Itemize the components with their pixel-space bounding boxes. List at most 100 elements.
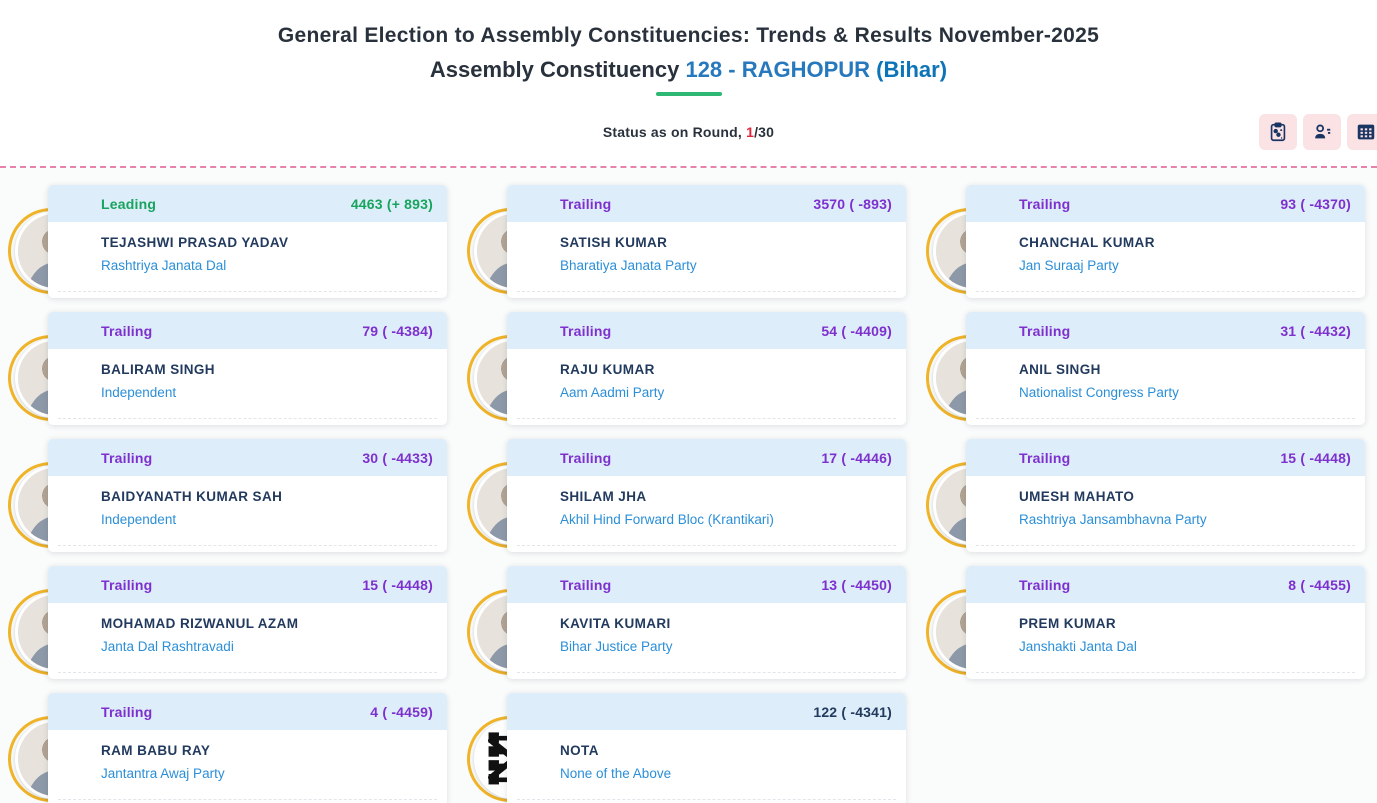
card-status-strip: 122 ( -4341) xyxy=(507,693,906,730)
table-grid-icon[interactable] xyxy=(1347,114,1377,150)
candidate-cell: Trailing 93 ( -4370) CHANCHAL KUMAR Jan … xyxy=(918,185,1377,298)
page-title: General Election to Assembly Constituenc… xyxy=(277,24,1100,47)
candidate-card: 122 ( -4341) NOTA None of the Above xyxy=(507,693,906,803)
subtitle-prefix: Assembly Constituency xyxy=(429,57,680,82)
candidate-card: Trailing 3570 ( -893) SATISH KUMAR Bhara… xyxy=(507,185,906,298)
status-badge: Trailing xyxy=(560,576,612,593)
constituency-number: 128 - RAGHOPUR xyxy=(685,57,871,82)
dashed-separator xyxy=(0,166,1377,168)
candidate-card: Trailing 30 ( -4433) BAIDYANATH KUMAR SA… xyxy=(48,439,447,552)
vote-count: 93 ( -4370) xyxy=(1280,195,1351,212)
vote-count: 31 ( -4432) xyxy=(1280,322,1351,339)
vote-count: 30 ( -4433) xyxy=(362,449,433,466)
status-badge: Trailing xyxy=(1019,576,1071,593)
vote-count: 15 ( -4448) xyxy=(1280,449,1351,466)
candidate-name: RAJU KUMAR xyxy=(560,362,655,377)
status-badge: Trailing xyxy=(1019,322,1071,339)
round-status: Status as on Round, 1/30 xyxy=(0,124,1377,140)
candidate-party: Rashtriya Janata Dal xyxy=(101,258,227,273)
candidate-party: Janshakti Janta Dal xyxy=(1019,639,1137,654)
candidate-cell: Trailing 8 ( -4455) PREM KUMAR Janshakti… xyxy=(918,566,1377,679)
candidate-name: ANIL SINGH xyxy=(1019,362,1101,377)
vote-count: 122 ( -4341) xyxy=(813,703,892,720)
candidate-cell: Trailing 3570 ( -893) SATISH KUMAR Bhara… xyxy=(459,185,918,298)
vote-count: 8 ( -4455) xyxy=(1288,576,1351,593)
card-body: RAM BABU RAY Jantantra Awaj Party xyxy=(48,730,447,781)
candidate-card: Trailing 13 ( -4450) KAVITA KUMARI Bihar… xyxy=(507,566,906,679)
vote-count: 3570 ( -893) xyxy=(813,195,892,212)
card-body: SHILAM JHA Akhil Hind Forward Bloc (Kran… xyxy=(507,476,906,527)
candidate-party: Bharatiya Janata Party xyxy=(560,258,697,273)
status-badge: Trailing xyxy=(560,449,612,466)
candidate-party: Independent xyxy=(101,512,177,527)
status-badge: Trailing xyxy=(101,703,153,720)
candidate-card: Trailing 15 ( -4448) MOHAMAD RIZWANUL AZ… xyxy=(48,566,447,679)
candidate-list-icon[interactable] xyxy=(1303,114,1341,150)
card-status-strip: Trailing 79 ( -4384) xyxy=(48,312,447,349)
candidate-cell: Leading 4463 (+ 893) TEJASHWI PRASAD YAD… xyxy=(0,185,459,298)
status-badge: Trailing xyxy=(1019,195,1071,212)
candidate-party: Jantantra Awaj Party xyxy=(101,766,225,781)
card-body: SATISH KUMAR Bharatiya Janata Party xyxy=(507,222,906,273)
constituency-subtitle: Assembly Constituency 128 - RAGHOPUR (Bi… xyxy=(0,57,1377,83)
card-status-strip: Trailing 15 ( -4448) xyxy=(48,566,447,603)
candidate-party: Independent xyxy=(101,385,177,400)
round-status-label: Status as on Round, xyxy=(602,124,742,140)
round-current: 1 xyxy=(746,124,755,140)
candidate-party: Jan Suraaj Party xyxy=(1019,258,1119,273)
card-status-strip: Trailing 13 ( -4450) xyxy=(507,566,906,603)
card-body: UMESH MAHATO Rashtriya Jansambhavna Part… xyxy=(966,476,1365,527)
candidate-name: SATISH KUMAR xyxy=(560,235,668,250)
candidate-cell: Trailing 79 ( -4384) BALIRAM SINGH Indep… xyxy=(0,312,459,425)
candidate-cell: 122 ( -4341) NOTA None of the Above xyxy=(459,693,918,803)
page-header: General Election to Assembly Constituenc… xyxy=(0,0,1377,96)
card-status-strip: Trailing 8 ( -4455) xyxy=(966,566,1365,603)
candidate-cell: Trailing 15 ( -4448) MOHAMAD RIZWANUL AZ… xyxy=(0,566,459,679)
candidate-cell: Trailing 15 ( -4448) UMESH MAHATO Rashtr… xyxy=(918,439,1377,552)
candidate-party: None of the Above xyxy=(560,766,672,781)
vote-count: 79 ( -4384) xyxy=(362,322,433,339)
candidate-card: Trailing 8 ( -4455) PREM KUMAR Janshakti… xyxy=(966,566,1365,679)
candidate-cell: Trailing 31 ( -4432) ANIL SINGH National… xyxy=(918,312,1377,425)
card-body: NOTA None of the Above xyxy=(507,730,906,781)
card-status-strip: Trailing 15 ( -4448) xyxy=(966,439,1365,476)
card-body: BALIRAM SINGH Independent xyxy=(48,349,447,400)
status-badge: Trailing xyxy=(1019,449,1071,466)
subtitle-underline xyxy=(655,92,722,96)
candidate-card: Leading 4463 (+ 893) TEJASHWI PRASAD YAD… xyxy=(48,185,447,298)
card-body: CHANCHAL KUMAR Jan Suraaj Party xyxy=(966,222,1365,273)
status-badge: Trailing xyxy=(101,322,153,339)
vote-count: 15 ( -4448) xyxy=(362,576,433,593)
card-status-strip: Trailing 31 ( -4432) xyxy=(966,312,1365,349)
candidate-card: Trailing 54 ( -4409) RAJU KUMAR Aam Aadm… xyxy=(507,312,906,425)
card-body: BAIDYANATH KUMAR SAH Independent xyxy=(48,476,447,527)
candidate-party: Bihar Justice Party xyxy=(560,639,673,654)
status-badge: Trailing xyxy=(101,449,153,466)
candidate-cell: Trailing 30 ( -4433) BAIDYANATH KUMAR SA… xyxy=(0,439,459,552)
candidate-name: BAIDYANATH KUMAR SAH xyxy=(101,489,283,504)
candidate-name: TEJASHWI PRASAD YADAV xyxy=(101,235,289,250)
candidate-card: Trailing 79 ( -4384) BALIRAM SINGH Indep… xyxy=(48,312,447,425)
status-badge: Leading xyxy=(101,195,157,212)
candidate-cell: Trailing 4 ( -4459) RAM BABU RAY Jantant… xyxy=(0,693,459,803)
candidate-card: Trailing 31 ( -4432) ANIL SINGH National… xyxy=(966,312,1365,425)
candidate-party: Akhil Hind Forward Bloc (Krantikari) xyxy=(560,512,774,527)
vote-count: 54 ( -4409) xyxy=(821,322,892,339)
candidate-card: Trailing 4 ( -4459) RAM BABU RAY Jantant… xyxy=(48,693,447,803)
card-body: ANIL SINGH Nationalist Congress Party xyxy=(966,349,1365,400)
card-body: RAJU KUMAR Aam Aadmi Party xyxy=(507,349,906,400)
card-body: PREM KUMAR Janshakti Janta Dal xyxy=(966,603,1365,654)
status-badge: Trailing xyxy=(560,195,612,212)
candidate-card: Trailing 17 ( -4446) SHILAM JHA Akhil Hi… xyxy=(507,439,906,552)
vote-count: 4463 (+ 893) xyxy=(350,195,433,212)
candidate-name: UMESH MAHATO xyxy=(1019,489,1135,504)
card-body: TEJASHWI PRASAD YADAV Rashtriya Janata D… xyxy=(48,222,447,273)
status-badge: Trailing xyxy=(560,322,612,339)
clipboard-votes-icon[interactable] xyxy=(1259,114,1297,150)
candidate-card: Trailing 15 ( -4448) UMESH MAHATO Rashtr… xyxy=(966,439,1365,552)
card-status-strip: Trailing 4 ( -4459) xyxy=(48,693,447,730)
candidate-party: Janta Dal Rashtravadi xyxy=(101,639,234,654)
candidate-cell: Trailing 54 ( -4409) RAJU KUMAR Aam Aadm… xyxy=(459,312,918,425)
toolbar xyxy=(1259,114,1377,150)
vote-count: 4 ( -4459) xyxy=(370,703,433,720)
